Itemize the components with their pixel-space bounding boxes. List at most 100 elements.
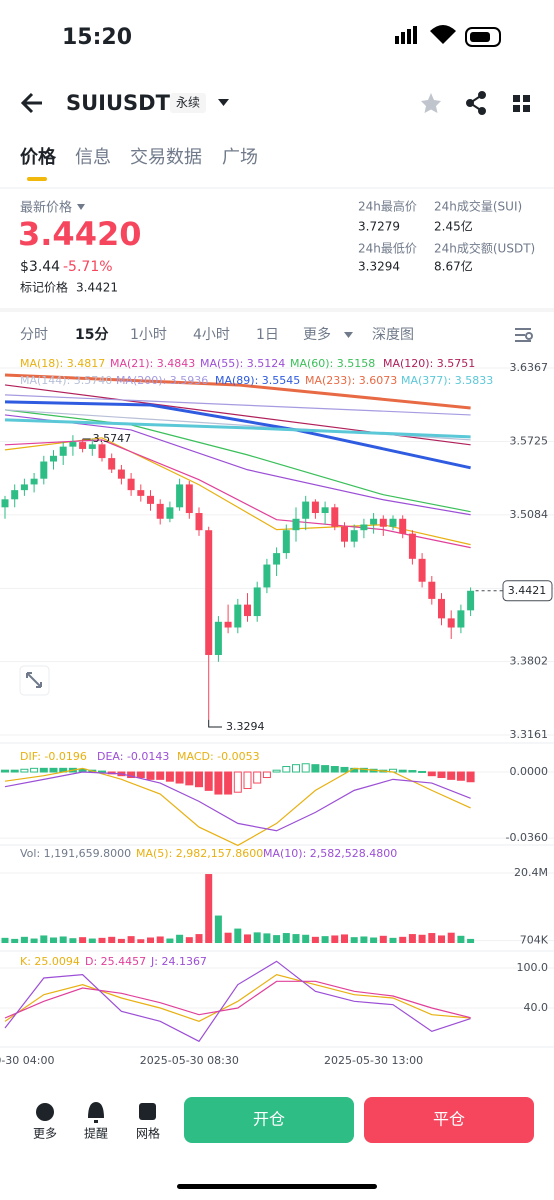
volume-bar — [117, 938, 125, 943]
back-button[interactable] — [20, 92, 42, 114]
candle-body — [341, 526, 348, 542]
close-button[interactable] — [364, 1097, 534, 1143]
close-label[interactable]: 平仓 — [433, 1110, 465, 1129]
volume-legend: MA(10): 2,582,528.4800 — [263, 847, 397, 860]
candle-body — [214, 621, 222, 655]
macd-bar — [224, 771, 233, 795]
low-label: 3.3294 — [226, 720, 265, 733]
macd-bar — [272, 769, 281, 773]
interval[interactable]: 4小时 — [193, 327, 230, 343]
change: -5.71% — [63, 259, 113, 275]
macd-line — [4, 767, 471, 847]
macd-bar — [456, 771, 465, 781]
macd-bar — [321, 765, 330, 773]
y-tick-label: 3.3161 — [510, 728, 549, 741]
candle-body — [176, 484, 184, 508]
candle-body — [108, 458, 116, 470]
candle-body — [360, 524, 368, 531]
volume-bar — [428, 933, 436, 943]
macd-bar — [10, 769, 19, 773]
volume-bar — [137, 939, 145, 943]
more-dropdown[interactable] — [344, 332, 353, 338]
price-label-dropdown[interactable] — [77, 204, 85, 210]
grid-menu[interactable] — [513, 95, 530, 112]
candle-body — [282, 530, 290, 554]
ma-legend: MA(120): 3.5751 — [383, 357, 475, 370]
kdj-legend: K: 25.0094 — [20, 955, 80, 968]
macd-bar — [292, 764, 300, 773]
macd-bar — [30, 767, 39, 773]
ma-line — [4, 418, 471, 439]
symbol[interactable]: SUIUSDT — [66, 91, 171, 115]
macd-bar — [311, 764, 320, 773]
y-tick-label: 40.0 — [524, 1001, 549, 1014]
interval[interactable]: 1小时 — [130, 327, 167, 343]
panel-dividers — [0, 742, 554, 1048]
share[interactable] — [466, 91, 486, 115]
tab[interactable]: 广场 — [222, 147, 258, 168]
ma-legend: MA(377): 3.5833 — [401, 374, 493, 387]
status-icons — [395, 25, 501, 47]
favorite[interactable] — [421, 93, 441, 113]
candle-body — [50, 455, 57, 462]
volume-bar — [185, 937, 193, 943]
candle-body — [350, 530, 358, 542]
tool-label[interactable]: 网格 — [136, 1126, 160, 1141]
candle-body — [273, 553, 281, 565]
candle-body — [40, 461, 48, 479]
macd-bar — [185, 771, 194, 786]
volume-bar — [11, 938, 19, 943]
interval[interactable]: 更多 — [303, 326, 331, 343]
ma-legend: MA(60): 3.5158 — [290, 357, 375, 370]
ma-line — [4, 414, 471, 516]
volume-bar — [350, 937, 358, 943]
home-indicator — [177, 1184, 377, 1189]
interval[interactable]: 1日 — [256, 327, 279, 343]
macd-bar — [301, 763, 310, 773]
expand-button[interactable] — [19, 665, 50, 696]
candle-body — [428, 581, 436, 599]
volume-bar — [79, 937, 87, 943]
symbol-dropdown[interactable] — [218, 99, 229, 106]
macd-bar — [418, 770, 427, 773]
candle-body — [20, 484, 28, 491]
tab[interactable]: 信息 — [75, 147, 111, 168]
kdj-legend: J: 24.1367 — [150, 955, 207, 968]
candle-body — [311, 501, 319, 514]
macd-bar — [282, 766, 291, 773]
volume-bar — [311, 936, 319, 943]
stat-value: 2.45亿 — [434, 219, 473, 234]
macd-bar — [20, 768, 29, 773]
interval[interactable]: 分时 — [20, 327, 48, 343]
volume-bar — [302, 934, 310, 943]
tab[interactable]: 价格 — [20, 146, 57, 168]
tag-box — [170, 93, 206, 113]
candle-body — [302, 501, 310, 519]
open-button[interactable] — [184, 1097, 354, 1143]
candle-body — [457, 610, 465, 628]
candle-body — [234, 604, 242, 628]
volume-bar — [98, 937, 106, 943]
candle-body — [244, 604, 251, 617]
kdj-legend: D: 25.4457 — [85, 955, 146, 968]
volume-bar — [147, 937, 154, 943]
macd-bar — [253, 771, 262, 784]
chart-settings[interactable] — [515, 328, 533, 342]
tool-label[interactable]: 提醒 — [84, 1126, 108, 1141]
mark-price: 3.4421 — [76, 281, 118, 295]
volume-bar — [379, 935, 387, 943]
ma-line — [4, 373, 471, 410]
volume-bar — [59, 936, 67, 943]
tab[interactable]: 交易数据 — [130, 147, 202, 168]
open-label[interactable]: 开仓 — [253, 1110, 285, 1129]
tool-label[interactable]: 更多 — [33, 1127, 57, 1141]
interval[interactable]: 15分 — [75, 327, 108, 343]
last-price-text: 3.4421 — [508, 584, 547, 597]
interval[interactable]: 深度图 — [372, 327, 414, 343]
tool-icons[interactable] — [36, 1102, 156, 1123]
volume-bar — [88, 938, 96, 943]
volume-bar — [467, 938, 475, 943]
volume-bar — [224, 932, 232, 943]
y-tick-label: 704K — [520, 934, 549, 947]
